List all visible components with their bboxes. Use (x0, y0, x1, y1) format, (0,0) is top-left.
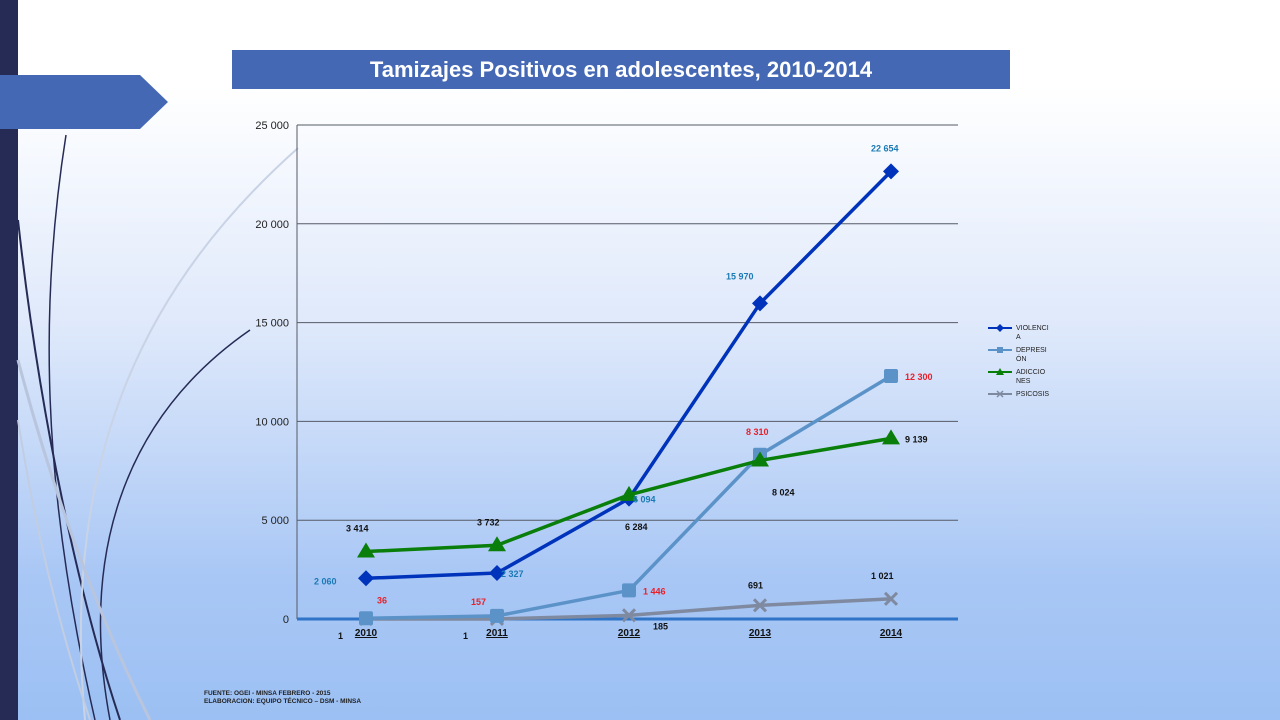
data-point (751, 451, 769, 467)
data-label: 3 414 (346, 524, 369, 534)
data-label: 12 300 (905, 372, 933, 382)
data-point (882, 429, 900, 445)
data-label: 8 024 (772, 487, 795, 497)
data-label: 157 (471, 597, 486, 607)
source-line: FUENTE: OGEI - MINSA FEBRERO - 2015 (204, 690, 331, 697)
legend-swatch (988, 347, 1012, 353)
data-point (359, 611, 373, 626)
data-label: 1 (338, 631, 343, 641)
legend-label: VIOLENCIA (1016, 325, 1049, 341)
data-label: 3 732 (477, 517, 500, 527)
y-tick-label: 25 000 (255, 120, 289, 132)
data-point (357, 542, 375, 558)
legend-swatch (988, 324, 1012, 332)
legend-label: PSICOSIS (1016, 391, 1050, 398)
data-point (489, 565, 505, 582)
data-label: 2 327 (501, 569, 524, 579)
legend-item: ADICCIONES (988, 366, 1068, 388)
data-label: 2 060 (314, 576, 337, 586)
data-point (490, 608, 504, 623)
data-point (622, 583, 636, 598)
legend-item: PSICOSIS (988, 388, 1068, 410)
x-tick-label: 2014 (880, 628, 903, 639)
left-accent-bar (0, 0, 18, 720)
data-label: 1 446 (643, 586, 666, 596)
y-tick-label: 5 000 (261, 515, 289, 527)
x-tick-label: 2010 (355, 628, 378, 639)
data-label: 9 139 (905, 434, 928, 444)
decorative-curves (16, 134, 299, 720)
chart-title: Tamizajes Positivos en adolescentes, 201… (232, 50, 1010, 89)
x-tick-label: 2013 (749, 628, 772, 639)
data-point (883, 163, 899, 180)
data-label: 1 (463, 631, 468, 641)
y-tick-label: 0 (283, 614, 289, 626)
data-label: 185 (653, 621, 668, 631)
legend-swatch (988, 368, 1012, 375)
legend-swatch (988, 390, 1012, 398)
source-line: ELABORACION: EQUIPO TÉCNICO – DSM - MINS… (204, 698, 362, 705)
data-point (752, 295, 768, 312)
data-label: 6 094 (633, 495, 656, 505)
data-label: 6 284 (625, 522, 648, 532)
data-label: 1 021 (871, 571, 894, 581)
x-tick-label: 2012 (618, 628, 641, 639)
data-point (621, 608, 637, 623)
y-tick-label: 15 000 (255, 318, 289, 330)
legend-label: ADICCIONES (1016, 369, 1046, 385)
data-point (488, 536, 506, 552)
data-point (884, 368, 898, 383)
data-point (358, 570, 374, 587)
legend-item: VIOLENCIA (988, 322, 1068, 344)
data-point (883, 591, 899, 606)
data-label: 36 (377, 595, 387, 605)
legend-label: DEPRESIÓN (1016, 347, 1047, 363)
source-note: FUENTE: OGEI - MINSA FEBRERO - 2015 ELAB… (204, 690, 361, 706)
chart-legend: VIOLENCIA DEPRESIÓN ADICCIONES PSICOSIS (988, 322, 1068, 410)
x-tick-label: 2011 (486, 628, 508, 639)
data-point (620, 485, 638, 501)
y-tick-label: 10 000 (255, 416, 289, 428)
arrow-tab-shape (0, 75, 168, 129)
legend-item: DEPRESIÓN (988, 344, 1068, 366)
data-label: 691 (748, 580, 763, 590)
y-tick-label: 20 000 (255, 219, 289, 231)
data-label: 15 970 (726, 271, 754, 281)
data-point (752, 598, 768, 613)
data-label: 22 654 (871, 143, 899, 153)
series-line-violencia (365, 170, 893, 581)
data-label: 8 310 (746, 427, 769, 437)
